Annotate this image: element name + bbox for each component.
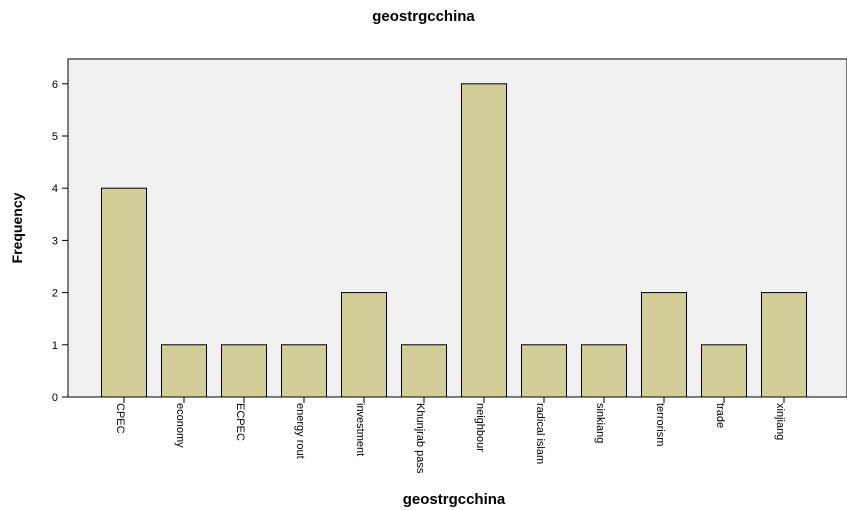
- plot-area: [67, 58, 847, 398]
- bar-sinkiang: [581, 344, 627, 398]
- bar-cpec: [101, 187, 147, 398]
- bars: [101, 83, 807, 398]
- x-axis-label: geostrgcchina: [403, 491, 506, 508]
- bar-trade: [701, 344, 747, 398]
- x-tick-label: energy rout: [294, 403, 306, 459]
- y-axis-label: Frequency: [9, 192, 25, 263]
- x-tick-label: ECPEC: [234, 403, 246, 441]
- bar-xinjiang: [761, 292, 807, 398]
- bar-economy: [161, 344, 207, 398]
- x-tick-label: neighbour: [474, 403, 486, 452]
- x-tick-label: xinjiang: [774, 403, 786, 440]
- y-tick-label: 6: [52, 79, 58, 91]
- x-tick-label: sinkiang: [594, 403, 606, 443]
- x-tick-label: CPEC: [114, 403, 126, 434]
- chart-title: geostrgcchina: [372, 8, 475, 25]
- bar-neighbour: [461, 83, 507, 398]
- x-axis: CPEC economy ECPEC energy rout investment Khu…: [114, 397, 786, 474]
- x-tick-label: investment: [354, 403, 366, 456]
- x-tick-label: radical islam: [534, 403, 546, 464]
- x-tick-label: economy: [174, 403, 186, 448]
- bar-khunjrab-pass: [401, 344, 447, 398]
- bar-radical-islam: [521, 344, 567, 398]
- y-tick-label: 1: [52, 340, 58, 352]
- bar-ecpec: [221, 344, 267, 398]
- y-tick-label: 5: [52, 131, 58, 143]
- y-axis: 0 1 2 3 4 5 6: [52, 79, 68, 404]
- x-tick-label: terrorism: [654, 403, 666, 446]
- y-tick-label: 2: [52, 288, 58, 300]
- y-tick-label: 3: [52, 235, 58, 247]
- y-tick-label: 4: [52, 183, 58, 195]
- bar-terrorism: [641, 292, 687, 398]
- x-tick-label: Khunjrab pass: [414, 403, 426, 474]
- bar-investment: [341, 292, 387, 398]
- y-tick-label: 0: [52, 392, 58, 404]
- x-tick-label: trade: [714, 403, 726, 428]
- bar-energy-rout: [281, 344, 327, 398]
